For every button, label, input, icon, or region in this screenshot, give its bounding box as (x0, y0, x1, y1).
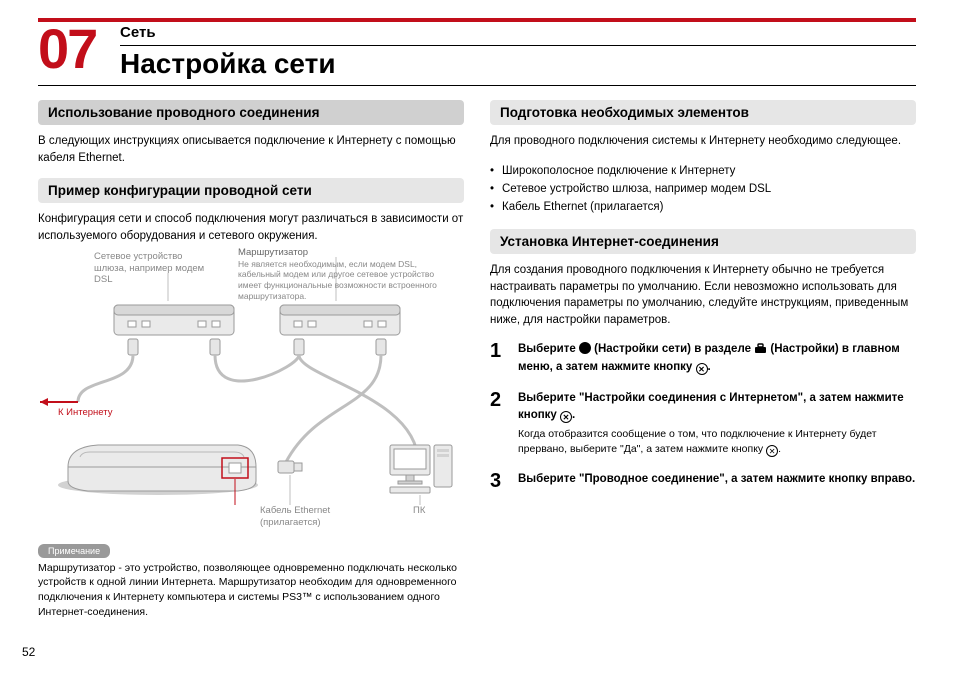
step-1-pre: Выберите (518, 343, 579, 355)
right-section1-body: Для проводного подключения системы к Инт… (490, 133, 916, 150)
diagram-label-internet: К Интернету (58, 407, 112, 419)
globe-icon (579, 342, 591, 354)
right-section2-heading: Установка Интернет-соединения (490, 229, 916, 254)
note-badge: Примечание (38, 544, 110, 558)
right-section1-heading: Подготовка необходимых элементов (490, 100, 916, 125)
diagram-label-pc: ПК (413, 505, 425, 517)
left-section2-heading: Пример конфигурации проводной сети (38, 178, 464, 203)
x-button-icon: ✕ (766, 445, 778, 457)
right-column: Подготовка необходимых элементов Для про… (490, 100, 916, 619)
note-block: Примечание Маршрутизатор - это устройств… (38, 541, 464, 620)
list-item: Кабель Ethernet (прилагается) (490, 198, 916, 216)
header-text: Сеть Настройка сети (120, 24, 916, 80)
step-1-mid1: (Настройки сети) в разделе (591, 343, 754, 355)
step-body: Выберите "Проводное соединение", а затем… (518, 471, 916, 491)
step-2: 2 Выберите "Настройки соединения с Интер… (490, 390, 916, 457)
chapter-number: 07 (38, 16, 96, 81)
left-section1-body: В следующих инструкциях описывается подк… (38, 133, 464, 166)
right-section2-body: Для создания проводного подключения к Ин… (490, 262, 916, 329)
diagram-label-ethernet: Кабель Ethernet (прилагается) (260, 505, 350, 529)
chapter-title: Настройка сети (120, 46, 916, 80)
title-divider (38, 85, 916, 86)
step-number: 2 (490, 390, 508, 457)
chapter-label: Сеть (120, 24, 916, 46)
list-item: Широкополосное подключение к Интернету (490, 162, 916, 180)
step-body: Выберите (Настройки сети) в разделе (Нас… (518, 341, 916, 376)
diagram-label-router-sub: Не является необходимым, если модем DSL,… (238, 259, 448, 302)
step-1-end: . (708, 361, 711, 373)
toolbox-icon (754, 343, 767, 360)
step-number: 1 (490, 341, 508, 376)
x-button-icon: ✕ (696, 363, 708, 375)
step-number: 3 (490, 471, 508, 491)
network-diagram: Сетевое устройство шлюза, например модем… (38, 257, 464, 535)
list-item: Сетевое устройство шлюза, например модем… (490, 180, 916, 198)
content-columns: Использование проводного соединения В сл… (38, 100, 916, 619)
step-1-text: Выберите (Настройки сети) в разделе (Нас… (518, 341, 916, 376)
step-3-text: Выберите "Проводное соединение", а затем… (518, 471, 916, 488)
page-number: 52 (22, 645, 35, 659)
step-2-note: Когда отобразится сообщение о том, что п… (518, 427, 916, 457)
required-items-list: Широкополосное подключение к Интернету С… (490, 162, 916, 217)
step-2-text: Выберите "Настройки соединения с Интерне… (518, 390, 916, 423)
step-2-end: . (572, 409, 575, 421)
diagram-label-gateway: Сетевое устройство шлюза, например модем… (94, 251, 214, 287)
page-header: 07 Сеть Настройка сети (38, 18, 916, 86)
note-body: Маршрутизатор - это устройство, позволяю… (38, 561, 464, 620)
step-2-note-text: Когда отобразится сообщение о том, что п… (518, 428, 877, 455)
manual-page: 07 Сеть Настройка сети Использование про… (0, 0, 954, 673)
step-1: 1 Выберите (Настройки сети) в разделе (Н… (490, 341, 916, 376)
diagram-label-router: Маршрутизатор (238, 247, 324, 259)
left-section1-heading: Использование проводного соединения (38, 100, 464, 125)
step-3: 3 Выберите "Проводное соединение", а зат… (490, 471, 916, 491)
x-button-icon: ✕ (560, 411, 572, 423)
left-column: Использование проводного соединения В сл… (38, 100, 464, 619)
step-body: Выберите "Настройки соединения с Интерне… (518, 390, 916, 457)
step-2-bold: Выберите "Настройки соединения с Интерне… (518, 392, 904, 421)
left-section2-body: Конфигурация сети и способ подключения м… (38, 211, 464, 244)
